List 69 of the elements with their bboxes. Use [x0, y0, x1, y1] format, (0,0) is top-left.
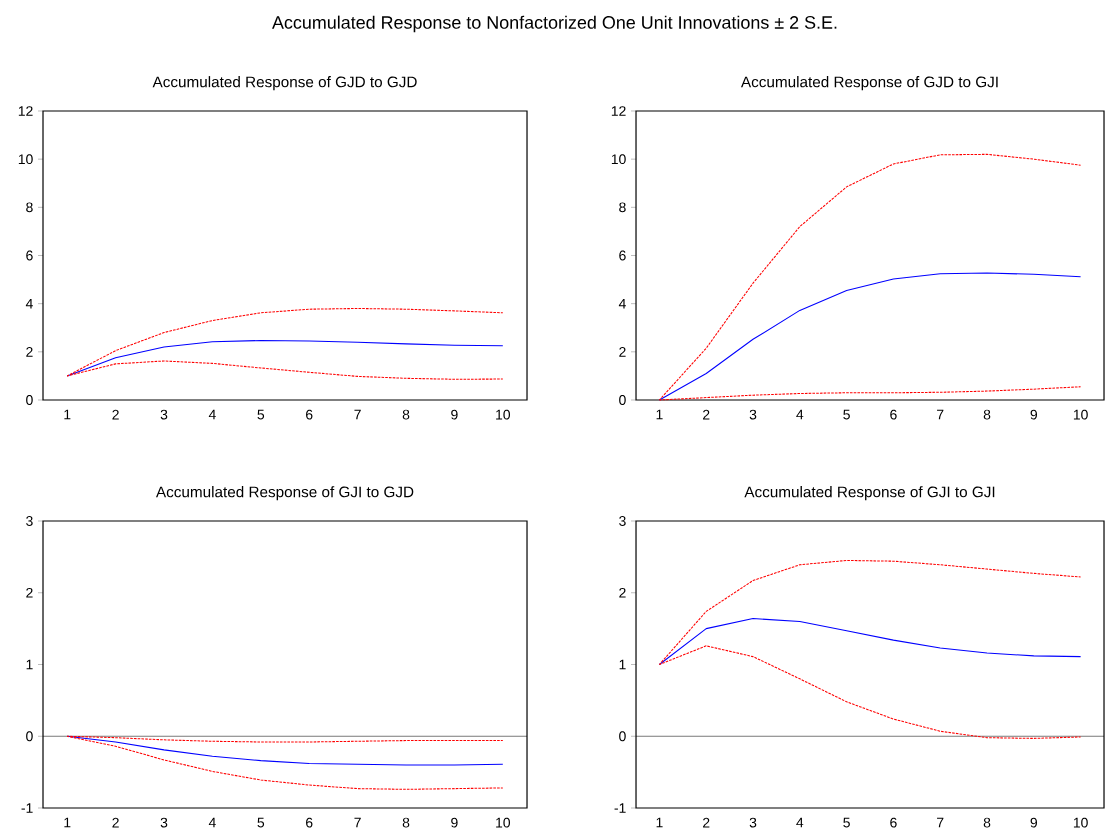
y-tick-label: 3	[26, 516, 33, 526]
chart-title: Accumulated Response of GJD to GJD	[152, 76, 417, 91]
y-tick-label: 4	[618, 298, 626, 309]
x-tick-label: 8	[983, 817, 991, 828]
x-tick-label: 7	[937, 409, 944, 420]
x-tick-label: 1	[656, 409, 663, 420]
x-tick-label: 8	[983, 409, 991, 420]
chart-title: Accumulated Response of GJD to GJI	[740, 76, 998, 91]
chart-title: Accumulated Response of GJI to GJI	[744, 486, 995, 501]
x-tick-label: 1	[656, 817, 663, 828]
x-tick-label: 9	[1030, 409, 1038, 420]
x-tick-label: 6	[890, 817, 897, 828]
x-tick-label: 2	[112, 817, 119, 828]
y-tick-label: 6	[619, 250, 626, 261]
y-tick-label: 0	[26, 731, 33, 742]
x-tick-label: 4	[796, 817, 804, 828]
x-tick-label: 2	[703, 817, 710, 828]
y-tick-label: 10	[611, 154, 626, 165]
x-tick-label: 10	[1073, 409, 1088, 420]
y-tick-label: 0	[619, 731, 626, 742]
y-tick-label: 10	[18, 154, 33, 165]
y-tick-label: 2	[26, 346, 33, 357]
x-tick-label: 5	[257, 409, 265, 420]
y-tick-label: 2	[619, 346, 626, 357]
y-tick-label: 0	[619, 395, 626, 405]
x-tick-label: 5	[843, 817, 850, 828]
x-tick-label: 4	[208, 817, 216, 828]
x-tick-label: 9	[451, 409, 458, 420]
x-tick-label: 10	[496, 409, 511, 420]
y-tick-label: 12	[611, 106, 626, 116]
x-tick-label: 3	[160, 409, 168, 420]
x-tick-label: 3	[749, 409, 757, 420]
x-tick-label: 6	[890, 409, 897, 420]
chart-title: Accumulated Response of GJI to GJD	[155, 486, 414, 501]
x-tick-label: 7	[354, 409, 361, 420]
x-tick-label: 9	[451, 817, 458, 828]
x-tick-label: 1	[64, 817, 71, 828]
x-tick-label: 2	[703, 409, 710, 420]
text: Accumulated Response to Nonfactorized One Unit Innovations ± 2 S.E.	[272, 15, 837, 33]
y-tick-label: 8	[619, 202, 626, 213]
x-tick-label: 6	[306, 817, 313, 828]
x-tick-label: 3	[160, 817, 168, 828]
x-tick-label: 7	[354, 817, 361, 828]
y-tick-label: 6	[26, 250, 33, 261]
y-tick-label: 4	[25, 298, 33, 309]
x-tick-label: 1	[64, 409, 71, 420]
y-tick-label: -1	[614, 803, 626, 813]
y-tick-label: 1	[619, 659, 626, 670]
y-tick-label: 12	[18, 106, 33, 116]
x-tick-label: 8	[402, 409, 410, 420]
y-tick-label: 2	[619, 587, 626, 598]
x-tick-label: 8	[402, 817, 410, 828]
x-tick-label: 9	[1030, 817, 1038, 828]
x-tick-label: 6	[306, 409, 313, 420]
x-tick-label: 10	[496, 817, 511, 828]
x-tick-label: 5	[843, 409, 850, 420]
x-tick-label: 4	[796, 409, 804, 420]
x-tick-label: 4	[208, 409, 216, 420]
x-tick-label: 3	[749, 817, 757, 828]
y-tick-label: 8	[26, 202, 33, 213]
x-tick-label: 10	[1073, 817, 1088, 828]
x-tick-label: 2	[112, 409, 119, 420]
y-tick-label: -1	[21, 803, 33, 813]
y-tick-label: 2	[26, 587, 33, 598]
x-tick-label: 7	[937, 817, 944, 828]
y-tick-label: 0	[26, 395, 33, 405]
y-tick-label: 1	[26, 659, 33, 670]
x-tick-label: 5	[257, 817, 265, 828]
y-tick-label: 3	[619, 516, 626, 526]
